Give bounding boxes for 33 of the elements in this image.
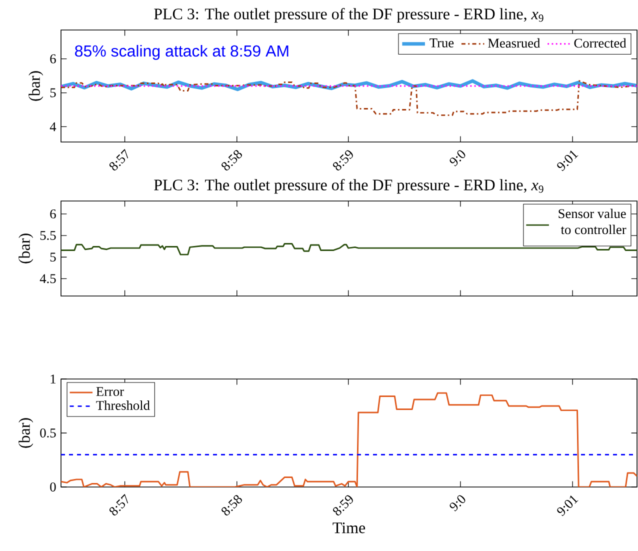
chart-title: PLC 3: The outlet pressure of the DF pressure - ERD line, x$_{9}$ — [154, 178, 544, 194]
y-axis-title: (bar) — [28, 71, 44, 101]
x-tick-label: 9:0 — [450, 150, 466, 166]
annotation: 85% scaling attack at 8:59 AM — [75, 44, 288, 60]
x-axis-title: Time — [332, 522, 366, 534]
y-axis-title: (bar) — [18, 418, 34, 448]
x-tick-label: 8:59 — [333, 495, 353, 516]
chart-title: PLC 3: The outlet pressure of the DF pressure - ERD line, x$_{9}$ — [154, 8, 544, 23]
y-tick-label: 5.5 — [40, 231, 56, 240]
x-tick-label: 8:58 — [222, 495, 242, 516]
y-axis-title: (bar) — [18, 234, 34, 264]
x-tick-label: 9:01 — [557, 150, 578, 172]
x-tick-label: 8:58 — [222, 150, 242, 170]
y-tick-label: 0.5 — [40, 428, 56, 438]
legend-label: True — [430, 38, 454, 48]
x-tick-label: 9:0 — [450, 495, 466, 512]
y-tick-label: 5 — [50, 88, 56, 98]
x-tick-label: 9:01 — [557, 496, 578, 516]
legend-label: Measrued — [488, 38, 540, 48]
y-tick-label: 6 — [50, 209, 56, 218]
y-tick-label: 4.5 — [40, 274, 56, 284]
legend-label: Corrected — [574, 38, 626, 48]
legend-label: Sensor value to controller — [558, 208, 626, 234]
legend-label: Error — [96, 387, 124, 396]
legend-label: Threshold — [96, 400, 150, 410]
y-tick-label: 1 — [50, 374, 56, 384]
y-tick-label: 4 — [50, 122, 56, 132]
x-tick-label: 8:57 — [109, 494, 128, 516]
x-tick-label: 8:57 — [109, 149, 128, 170]
y-tick-label: 5 — [50, 252, 56, 262]
x-tick-label: 8:59 — [333, 150, 353, 170]
y-tick-label: 6 — [50, 54, 56, 64]
y-tick-label: 0 — [50, 482, 56, 492]
